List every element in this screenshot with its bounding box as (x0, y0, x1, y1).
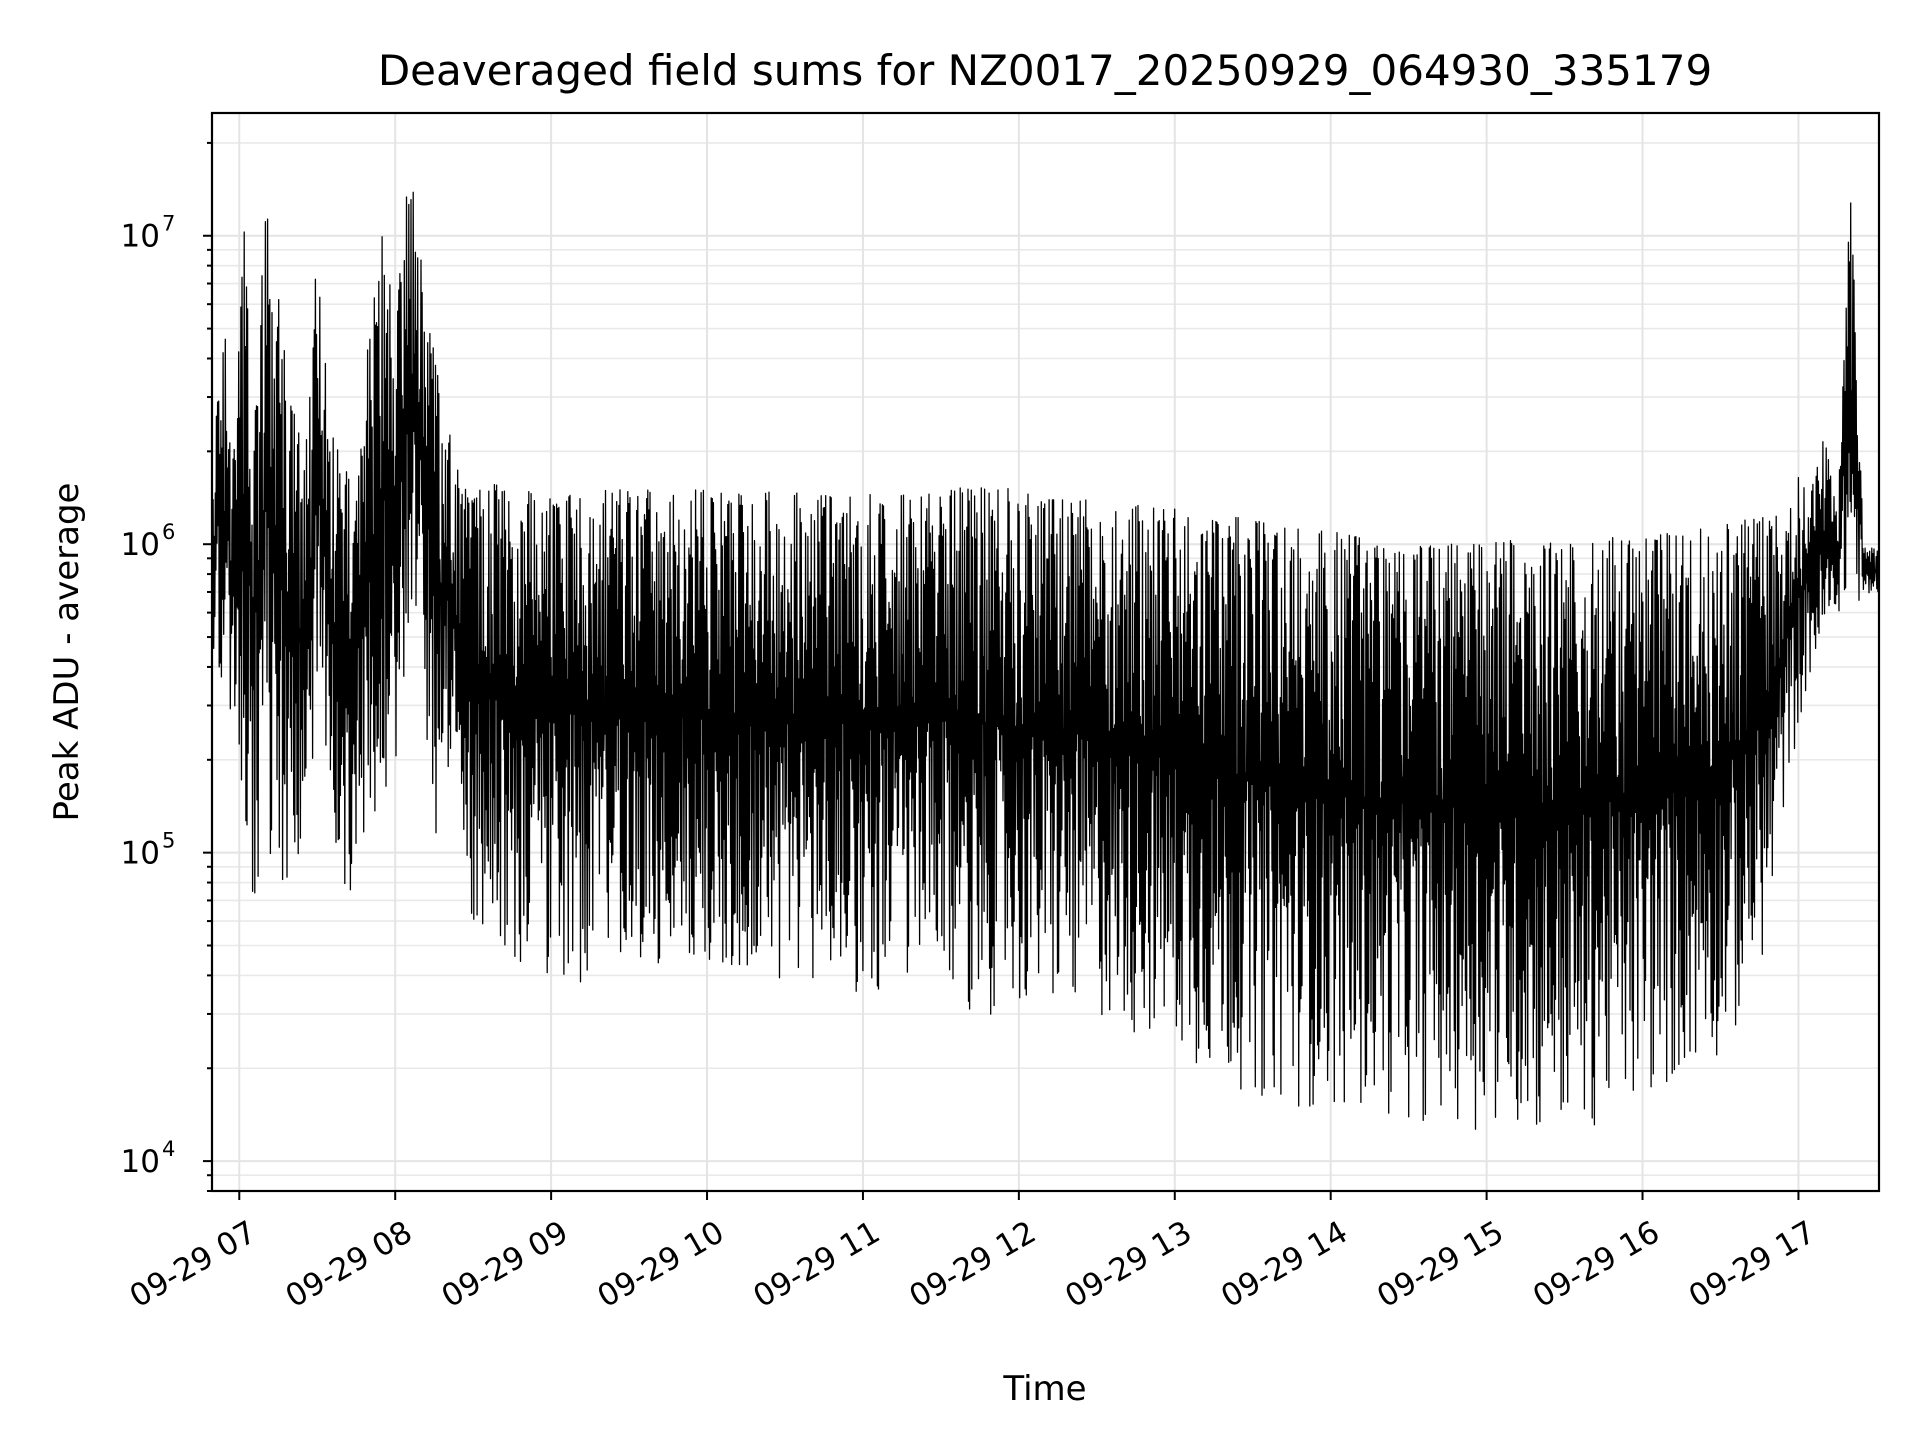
y-axis-label: Peak ADU - average (47, 483, 87, 822)
y-tick-label-exponent: 6 (162, 520, 175, 544)
y-tick-label-exponent: 7 (162, 212, 175, 236)
x-tick-label: 09-29 10 (592, 1214, 731, 1315)
y-tick-label-exponent: 4 (162, 1137, 175, 1161)
x-tick-label: 09-29 07 (124, 1214, 263, 1315)
x-tick-label: 09-29 11 (747, 1214, 886, 1315)
y-tick-label: 10 (121, 1144, 160, 1180)
y-tick-label: 10 (121, 527, 160, 563)
y-tick-label: 10 (121, 836, 160, 872)
series-line (211, 191, 1880, 1130)
x-tick-label: 09-29 16 (1527, 1214, 1666, 1315)
x-tick-label: 09-29 13 (1059, 1214, 1198, 1315)
y-tick-label: 10 (121, 219, 160, 255)
x-tick-label: 09-29 12 (903, 1214, 1042, 1315)
x-tick-label: 09-29 17 (1683, 1214, 1822, 1315)
chart-title: Deaveraged field sums for NZ0017_2025092… (378, 46, 1712, 95)
plot-frame (210, 111, 1881, 1193)
x-tick-label: 09-29 09 (436, 1214, 575, 1315)
x-axis-label: Time (1002, 1369, 1086, 1409)
x-tick-label: 09-29 14 (1215, 1214, 1354, 1315)
y-tick-label-exponent: 5 (162, 829, 175, 853)
x-tick-label: 09-29 15 (1371, 1214, 1510, 1315)
x-tick-label: 09-29 08 (280, 1214, 419, 1315)
series-line-group (211, 191, 1880, 1130)
